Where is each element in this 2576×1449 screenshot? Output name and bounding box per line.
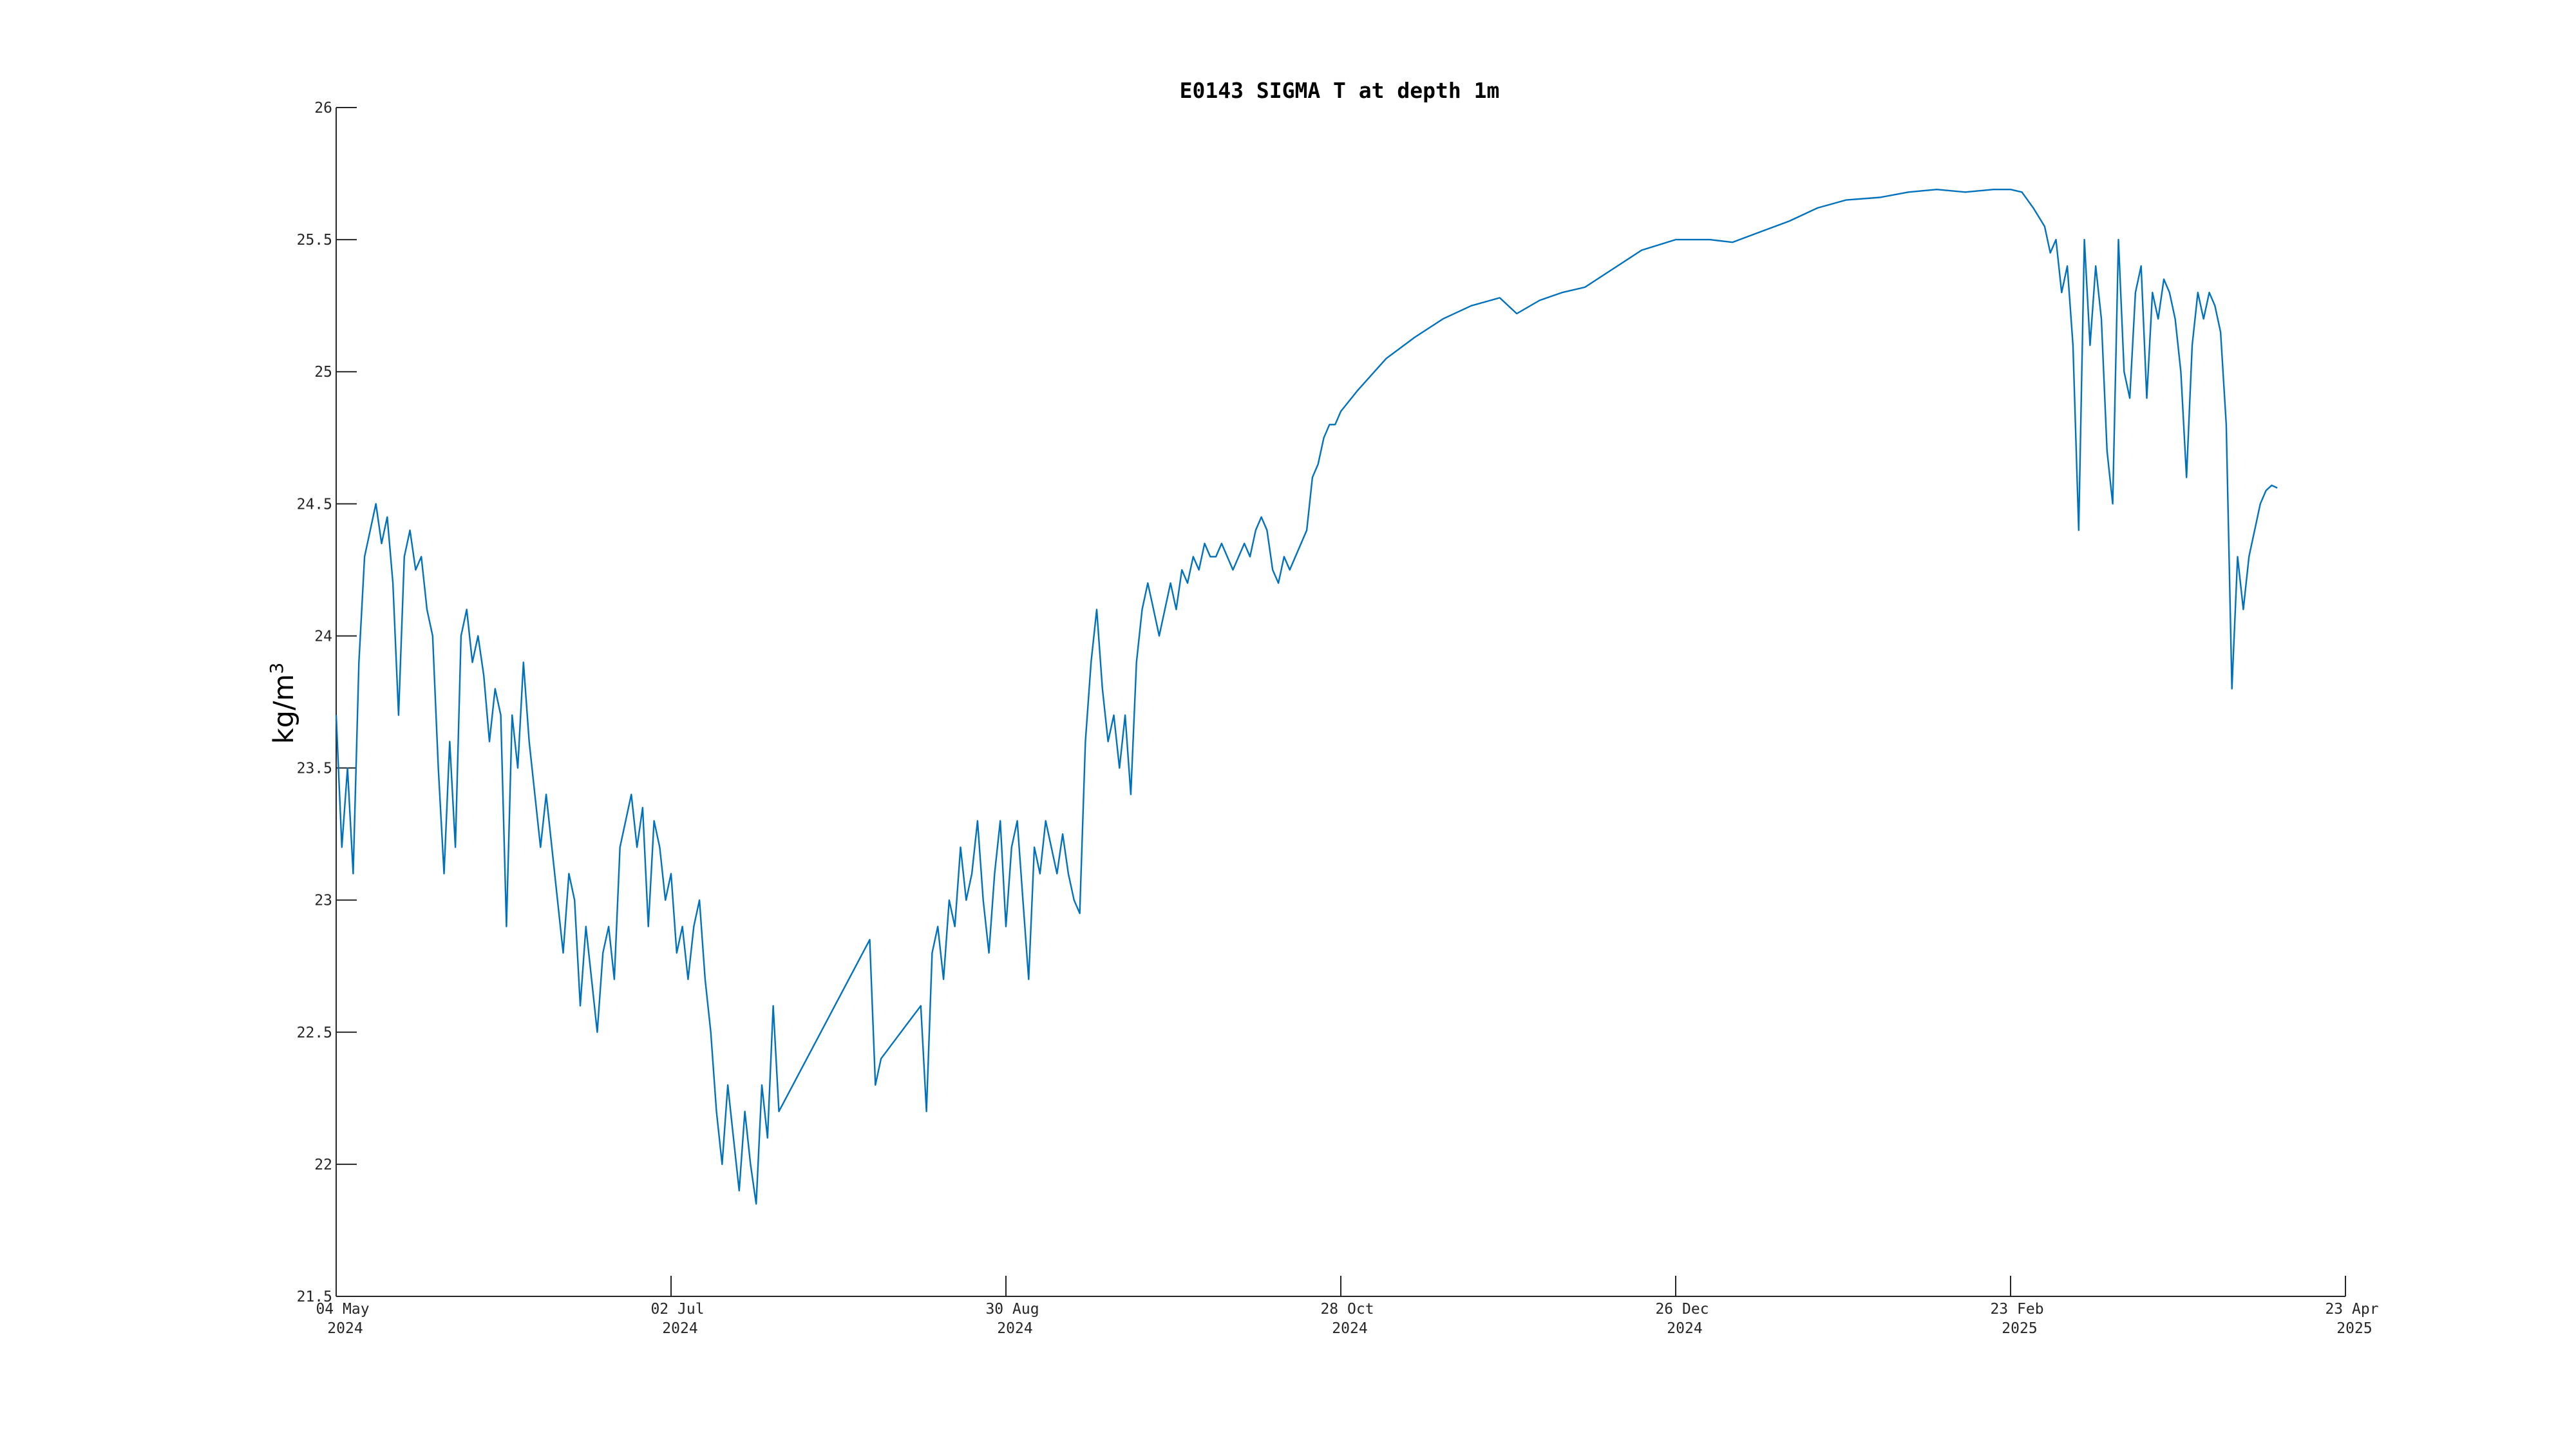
- y-tick-label: 25.5: [297, 232, 332, 249]
- chart-title: E0143 SIGMA T at depth 1m: [1180, 78, 1500, 103]
- y-tick-label: 23.5: [297, 761, 332, 777]
- y-tick-label: 25: [314, 364, 332, 381]
- y-axis-label-superscript: 3: [266, 663, 287, 674]
- y-axis-label-text: kg/m: [268, 674, 300, 744]
- y-tick-label: 21.5: [297, 1289, 332, 1305]
- x-ticks: 04 May 2024 02 Jul 2024 30 Aug 2024 28 Oct 2024…: [316, 1276, 2379, 1337]
- y-tick-label: 22.5: [297, 1025, 332, 1041]
- x-tick-label-date: 04 May: [316, 1301, 369, 1318]
- y-tick-label: 22: [314, 1157, 332, 1173]
- y-tick-label: 24: [314, 628, 332, 645]
- x-tick-label-date: 23 Apr: [2325, 1301, 2378, 1318]
- x-tick-label-year: 2024: [1667, 1320, 1702, 1337]
- x-tick-label-date: 28 Oct: [1320, 1301, 1374, 1318]
- x-tick-label-date: 02 Jul: [650, 1301, 704, 1318]
- plot-area: [335, 189, 2278, 1205]
- svg-text:kg/m3: kg/m3: [266, 663, 300, 744]
- y-tick-label: 23: [314, 893, 332, 909]
- x-tick-label-year: 2024: [997, 1320, 1032, 1337]
- x-tick-label-year: 2025: [2002, 1320, 2037, 1337]
- x-tick-label-year: 2024: [1332, 1320, 1367, 1337]
- x-tick-label-date: 26 Dec: [1655, 1301, 1709, 1318]
- y-axis-label: kg/m3: [266, 663, 300, 744]
- x-tick-label-date: 23 Feb: [1990, 1301, 2043, 1318]
- x-tick-label-year: 2025: [2336, 1320, 2372, 1337]
- series-line-0: [335, 189, 2278, 1205]
- x-tick-label-year: 2024: [327, 1320, 363, 1337]
- x-tick-label-year: 2024: [662, 1320, 697, 1337]
- y-tick-label: 26: [314, 100, 332, 117]
- x-tick-label-date: 30 Aug: [985, 1301, 1039, 1318]
- y-tick-label: 24.5: [297, 496, 332, 513]
- y-ticks: 21.5 22 22.5 23 23.5 24 24.5 25 25.5 26: [297, 100, 357, 1305]
